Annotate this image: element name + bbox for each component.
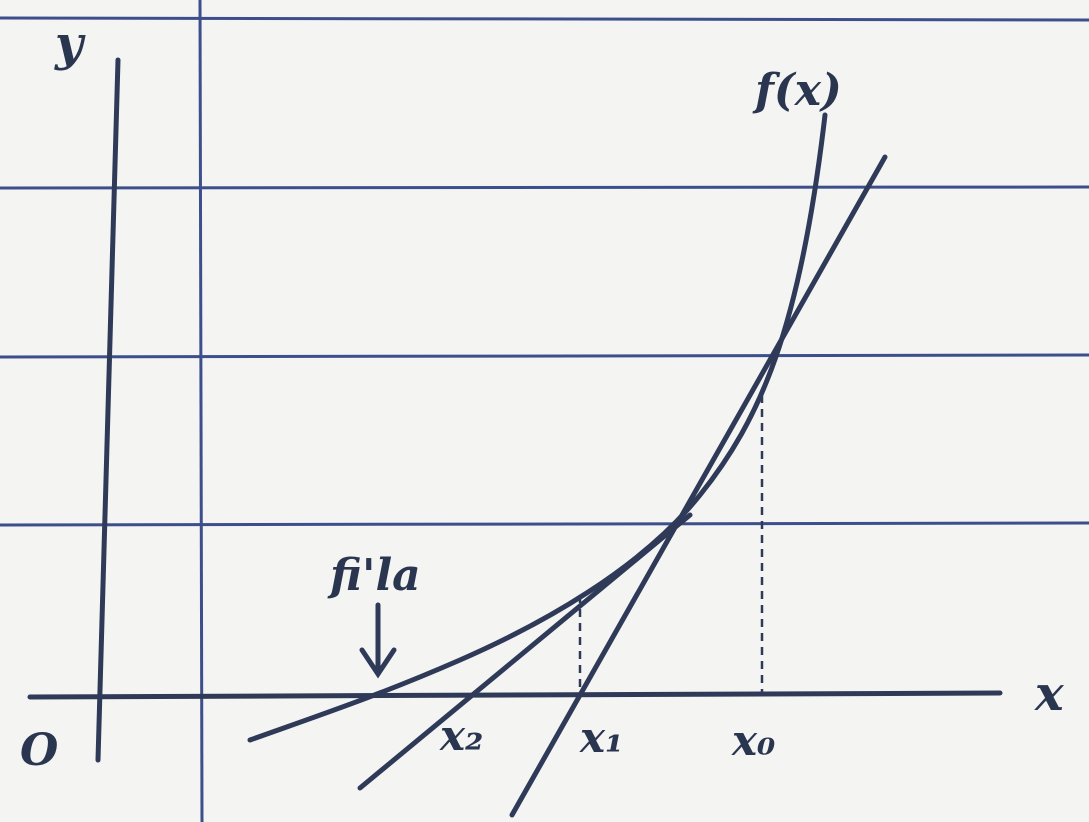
y-label: y	[54, 16, 86, 72]
origin-label: O	[20, 725, 58, 776]
point-label: x₀	[731, 716, 775, 765]
root-label: fi'la	[327, 550, 421, 601]
point-label: x₁	[579, 713, 623, 762]
diagram: y x O f(x) fi'la x₂ x₁ x₀	[0, 0, 1089, 822]
point-label: x₂	[439, 711, 483, 760]
curve-label: f(x)	[752, 65, 842, 116]
x-label: x	[1034, 666, 1065, 722]
